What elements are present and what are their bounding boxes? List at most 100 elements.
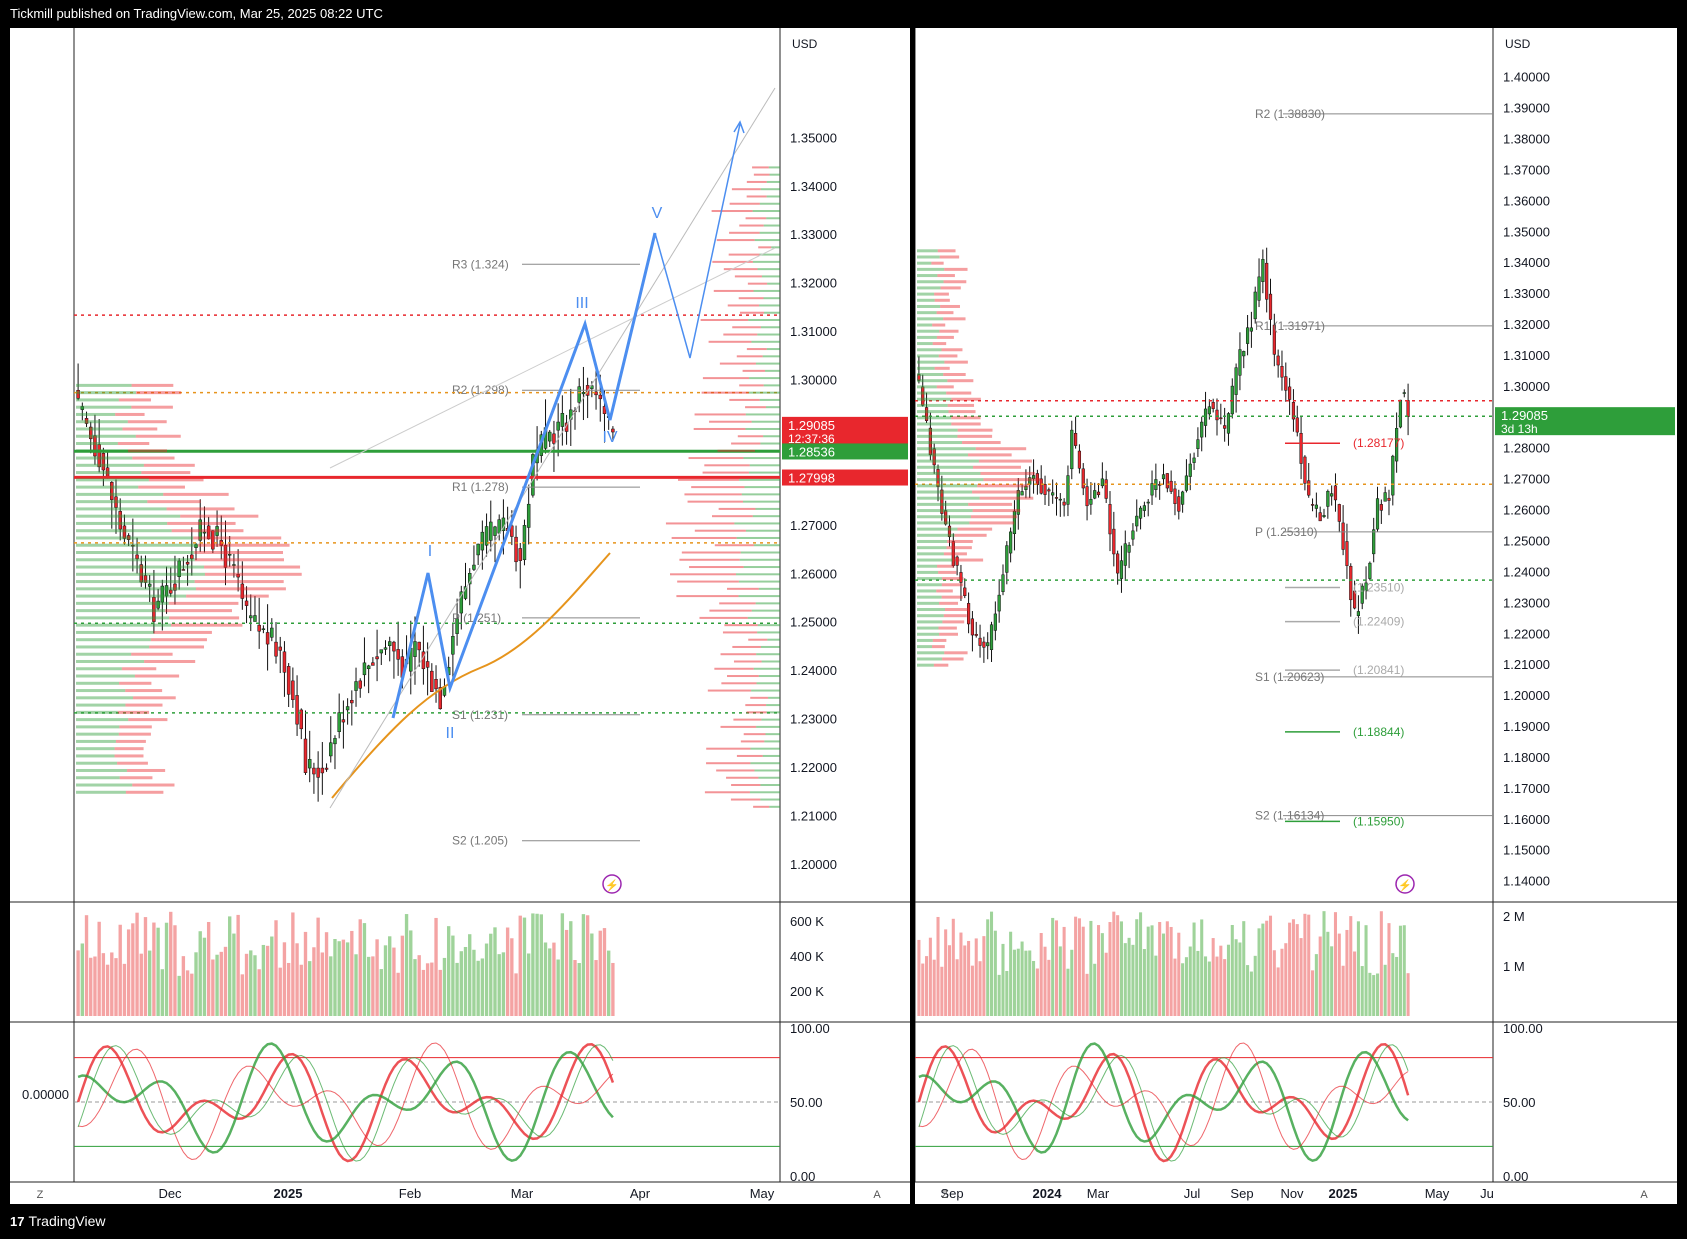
volume-profile-right-up	[760, 399, 780, 401]
candle-body	[1304, 457, 1307, 483]
volume-profile-bar-up	[917, 379, 947, 382]
volume-profile-bar-up	[917, 348, 941, 351]
volume-bar	[607, 951, 610, 1016]
chart-panel-right[interactable]: USD 1.40000 1.39000 1.38000 1.37000 1.36000 1.…	[915, 28, 1677, 1204]
volume-profile-bar-down	[128, 420, 167, 423]
volume-profile-right-down	[709, 421, 752, 423]
candle-body	[1288, 387, 1291, 400]
volume-profile-bar-down	[118, 442, 149, 445]
volume-bar	[498, 954, 501, 1016]
volume-profile-bar-up	[917, 484, 977, 487]
volume-bar	[1047, 960, 1050, 1016]
volume-profile-bar-up	[76, 457, 132, 460]
candle-body	[1330, 494, 1333, 497]
volume-profile-right-down	[746, 217, 767, 219]
volume-profile-bar-up	[76, 427, 122, 430]
volume-profile-bar-down	[947, 540, 973, 543]
volume-bar	[1024, 951, 1027, 1016]
y-tick-label: 1.25000	[790, 615, 837, 630]
volume-profile-bar-down	[944, 280, 967, 283]
volume-bar	[405, 914, 408, 1016]
chart-canvas-left[interactable]: USD 1.35000 1.34000 1.33000 1.32000 1.31000 1.…	[10, 28, 910, 1204]
volume-bar	[1158, 922, 1161, 1016]
volume-profile-bar-down	[119, 725, 151, 728]
volume-profile-bar-up	[917, 447, 976, 450]
volume-bar	[413, 959, 416, 1016]
volume-profile-bar-down	[980, 497, 1034, 500]
volume-profile-bar-down	[944, 268, 967, 271]
volume-bar	[1013, 950, 1016, 1016]
volume-profile-bar-up	[76, 675, 135, 678]
volume-profile-bar-up	[76, 464, 144, 467]
volume-profile-bar-down	[942, 577, 963, 580]
volume-bar	[312, 947, 315, 1016]
candle-body	[1070, 430, 1073, 469]
volume-bar	[1212, 938, 1215, 1016]
volume-profile-right-down	[719, 602, 755, 604]
volume-profile-right-down	[726, 777, 758, 779]
y-tick-label: 1.32000	[790, 276, 837, 291]
volume-profile-right-up	[739, 479, 780, 481]
candle-body	[1212, 402, 1215, 408]
volume-profile-right-up	[764, 740, 780, 742]
volume-profile-bar-down	[122, 667, 156, 670]
volume-bar	[1250, 972, 1253, 1016]
volume-bar	[523, 918, 526, 1016]
candle-body	[110, 482, 113, 499]
volume-profile-bar-up	[76, 486, 138, 489]
candle-body	[165, 585, 168, 596]
volume-profile-bar-down	[936, 589, 953, 592]
volume-profile-right-down	[701, 319, 749, 321]
volume-profile-right-up	[749, 392, 780, 394]
volume-profile-right-down	[748, 639, 767, 641]
volume-profile-bar-down	[939, 633, 958, 636]
candle-body	[1242, 351, 1245, 356]
chart-panel-left[interactable]: USD 1.35000 1.34000 1.33000 1.32000 1.31000 1.…	[10, 28, 910, 1204]
volume-profile-bar-down	[126, 791, 163, 794]
volume-profile-right-down	[739, 297, 764, 299]
volume-bar	[169, 912, 172, 1016]
volume-bar	[485, 944, 488, 1016]
y-tick-label: 1.26000	[1503, 503, 1550, 518]
volume-profile-right-down	[723, 631, 757, 633]
volume-profile-right-down	[739, 225, 763, 227]
candle-body	[1231, 386, 1234, 414]
tradingview-logo[interactable]: 17 TradingView	[10, 1213, 106, 1229]
candle-body	[557, 422, 560, 430]
pivot-label: R2 (1.298)	[452, 383, 509, 397]
candle-body	[1055, 497, 1058, 498]
y-tick-label: 1.25000	[1503, 533, 1550, 548]
candle-body	[472, 565, 475, 569]
candle-body	[1082, 469, 1085, 488]
volume-profile-bar-up	[76, 718, 128, 721]
volume-profile-right-up	[756, 726, 780, 728]
volume-profile-bar-down	[118, 711, 149, 714]
volume-bar	[241, 974, 244, 1016]
chart-canvas-right[interactable]: USD 1.40000 1.39000 1.38000 1.37000 1.36000 1.…	[915, 28, 1677, 1204]
volume-profile-bar-up	[76, 660, 144, 663]
volume-profile-right-up	[752, 421, 780, 423]
volume-profile-bar-down	[116, 740, 146, 743]
volume-bar	[392, 948, 395, 1016]
volume-bar	[194, 952, 197, 1016]
pivot-label: S1 (1.231)	[452, 708, 508, 722]
candle-body	[435, 679, 438, 689]
volume-profile-bar-up	[76, 667, 122, 670]
volume-bar	[295, 943, 298, 1016]
volume-bar	[1280, 949, 1283, 1016]
candle-body	[481, 532, 484, 550]
annotation-label: (1.22409)	[1353, 615, 1404, 629]
volume-profile-bar-down	[938, 627, 956, 630]
volume-bar	[998, 975, 1001, 1016]
volume-bar	[940, 967, 943, 1016]
publish-text: Tickmill published on TradingView.com, M…	[10, 0, 383, 28]
y-tick-label: 1.27000	[1503, 472, 1550, 487]
volume-profile-bar-up	[917, 651, 944, 654]
volume-profile-right-up	[753, 261, 780, 263]
volume-profile-bar-up	[917, 460, 979, 463]
volume-profile-bar-up	[917, 664, 934, 667]
volume-profile-bar-down	[144, 464, 195, 467]
wave-label: II	[446, 725, 455, 742]
volume-profile-right-down	[740, 312, 764, 314]
volume-bar	[582, 914, 585, 1016]
